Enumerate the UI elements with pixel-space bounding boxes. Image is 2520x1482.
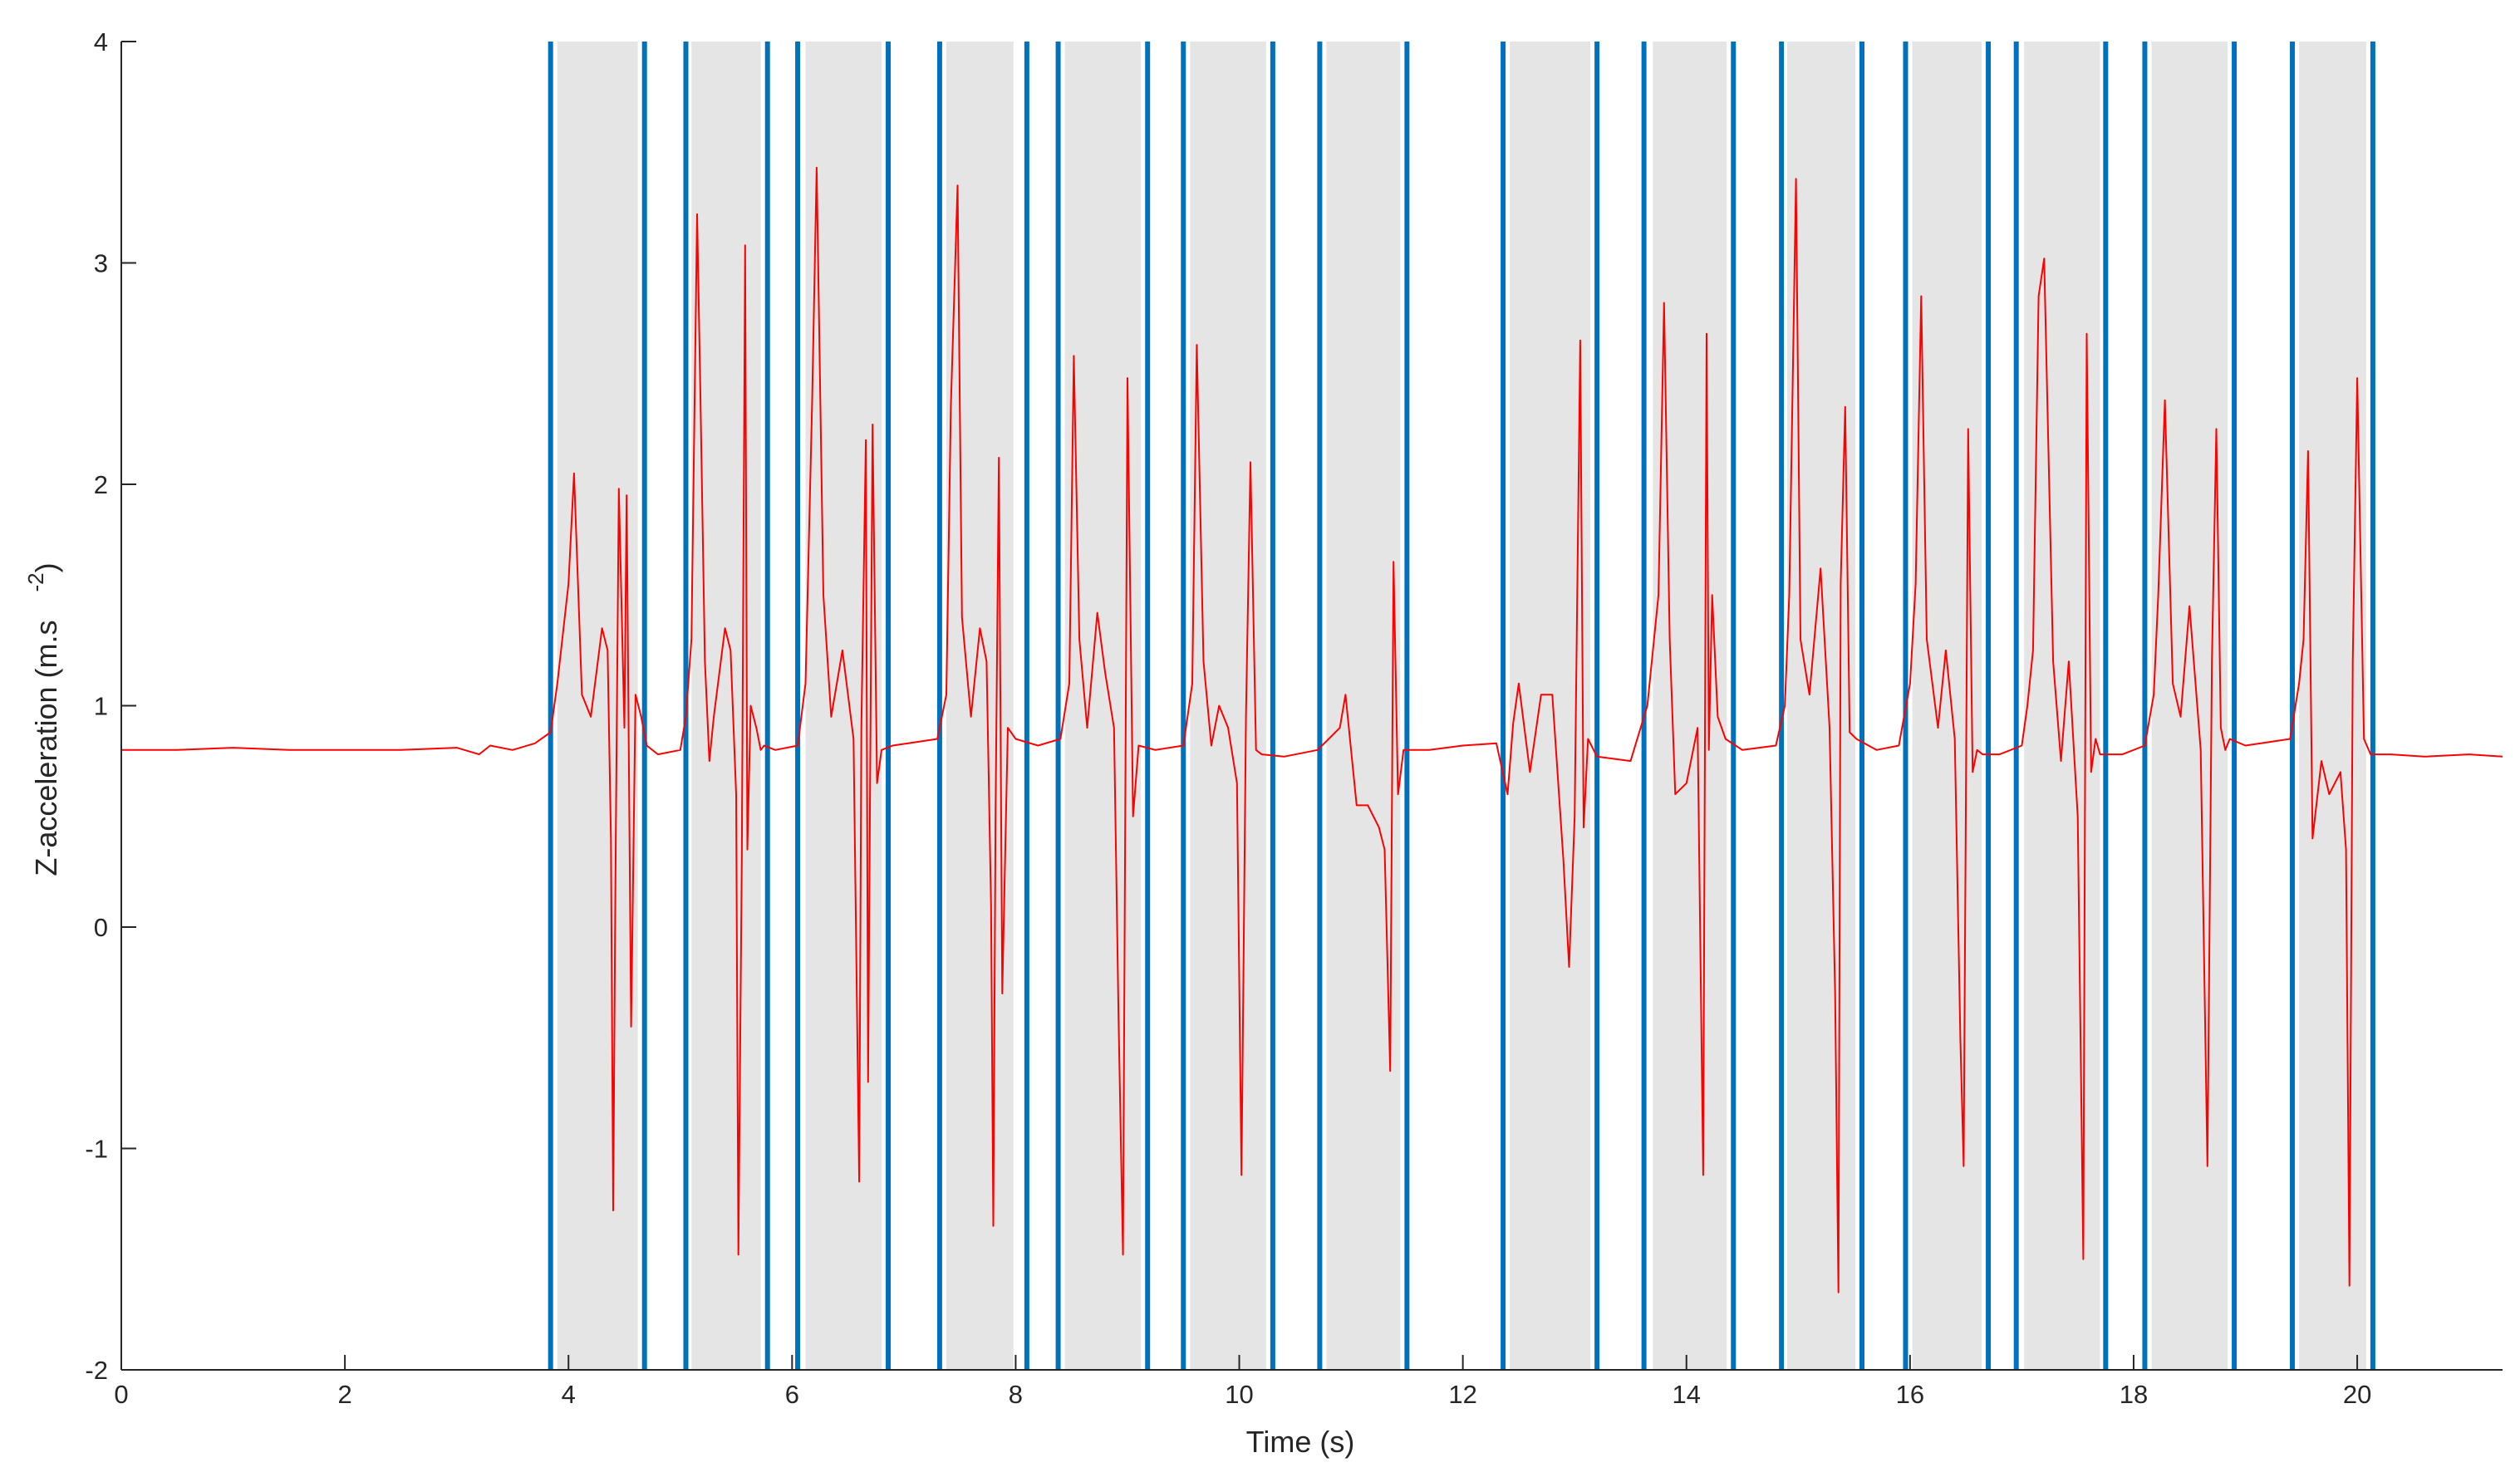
band-1 xyxy=(691,42,761,1370)
y-axis-label-main: Z-acceleration (m.s xyxy=(29,621,63,876)
x-tick-label-4: 8 xyxy=(1009,1380,1023,1409)
x-tick-label-1: 2 xyxy=(337,1380,351,1409)
y-axis-label: Z-acceleration (m.s -2) xyxy=(23,562,63,876)
band-12 xyxy=(2151,42,2228,1370)
band-0 xyxy=(557,42,638,1370)
y-tick-label-5: 3 xyxy=(94,249,108,278)
band-11 xyxy=(2024,42,2100,1370)
y-tick-label-4: 2 xyxy=(94,470,108,499)
x-tick-label-5: 10 xyxy=(1225,1380,1253,1409)
x-tick-label-10: 20 xyxy=(2343,1380,2371,1409)
y-tick-label-3: 1 xyxy=(94,692,108,721)
x-tick-label-9: 18 xyxy=(2120,1380,2148,1409)
x-tick-label-0: 0 xyxy=(114,1380,128,1409)
band-7 xyxy=(1510,42,1591,1370)
band-10 xyxy=(1912,42,1982,1370)
y-tick-label-2: 0 xyxy=(94,913,108,942)
y-tick-label-0: -2 xyxy=(85,1356,108,1385)
x-axis-label: Time (s) xyxy=(1246,1425,1355,1459)
x-tick-label-6: 12 xyxy=(1448,1380,1476,1409)
x-tick-label-2: 4 xyxy=(562,1380,576,1409)
x-tick-label-8: 16 xyxy=(1896,1380,1924,1409)
band-9 xyxy=(1786,42,1855,1370)
x-tick-label-7: 14 xyxy=(1673,1380,1701,1409)
band-13 xyxy=(2299,42,2366,1370)
y-axis-label-close: ) xyxy=(29,562,63,572)
band-5 xyxy=(1190,42,1266,1370)
x-tick-label-3: 6 xyxy=(785,1380,799,1409)
band-4 xyxy=(1064,42,1142,1370)
band-8 xyxy=(1653,42,1727,1370)
y-axis-label-exponent: -2 xyxy=(23,572,48,591)
y-tick-label-1: -1 xyxy=(85,1135,108,1164)
signal-line-0 xyxy=(121,166,2503,1293)
band-6 xyxy=(1326,42,1401,1370)
boundary-lines xyxy=(548,42,2375,1370)
svg-text:Z-acceleration (m.s-2): Z-acceleration (m.s -2) xyxy=(23,562,63,876)
highlight-bands xyxy=(557,42,2366,1370)
signal-series xyxy=(121,166,2503,1293)
y-tick-label-6: 4 xyxy=(94,27,108,56)
